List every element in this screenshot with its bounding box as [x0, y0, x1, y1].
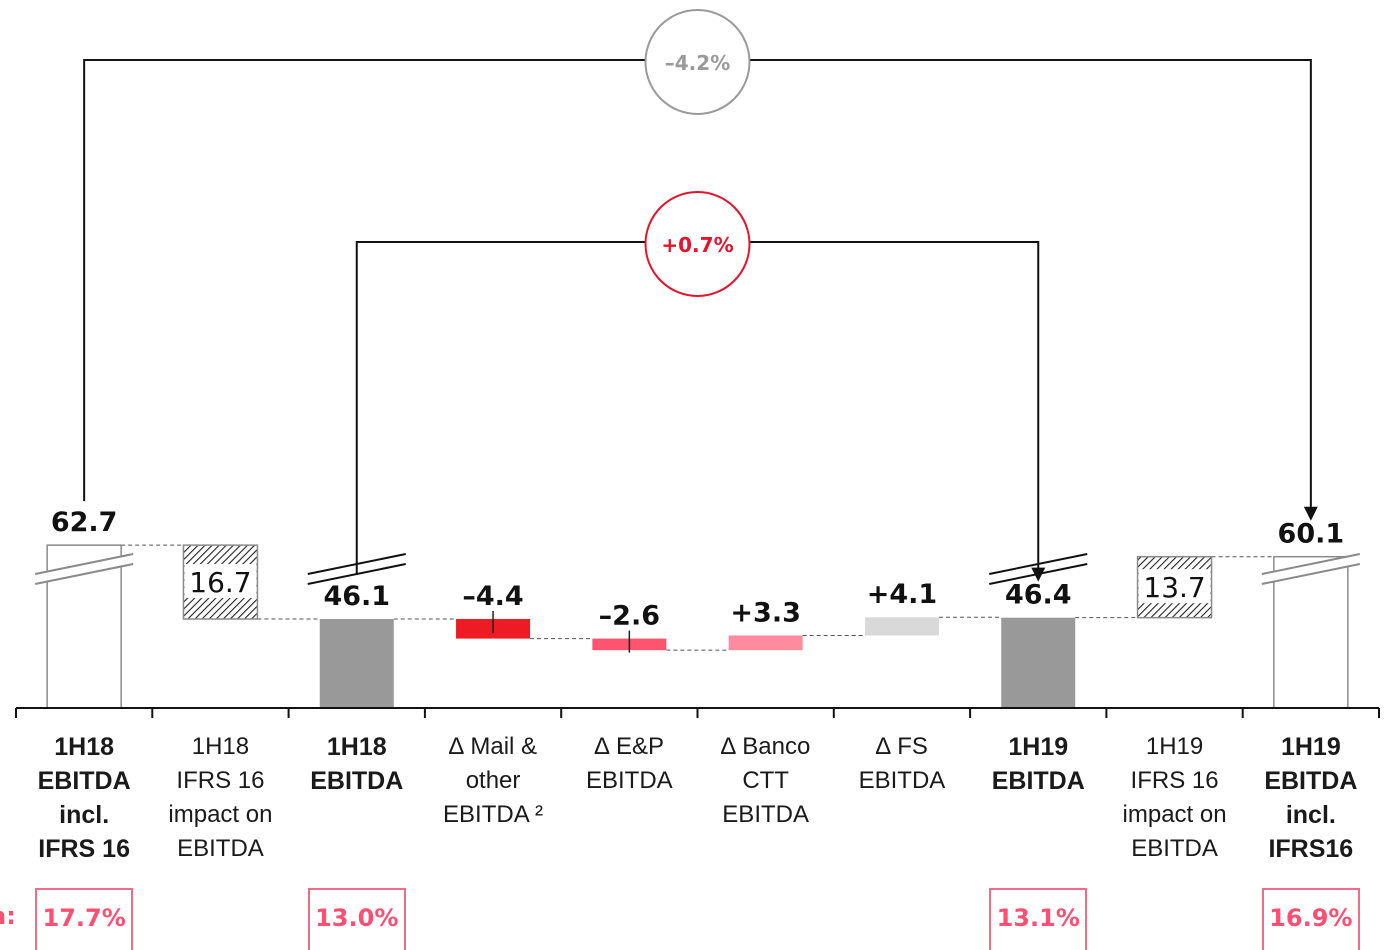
category-label-line: EBITDA	[858, 767, 946, 794]
category-label-line: 1H19	[1280, 733, 1341, 761]
annotation-label: +0.7%	[661, 233, 733, 257]
category-label-0: 1H18 EBITDA incl. IFRS 16	[16, 730, 152, 866]
category-label-line: other	[465, 767, 521, 794]
annotation-circle	[644, 9, 751, 115]
margin-row-label: a:	[0, 902, 16, 930]
category-label-line: ∆ Mail &	[449, 733, 538, 760]
ebitda-margin-box: 13.1%	[989, 888, 1088, 950]
value-label-1: 16.7	[189, 566, 251, 599]
ebitda-margin-box: 16.9%	[1261, 888, 1360, 950]
category-label-line: EBITDA	[991, 767, 1085, 795]
axis-break-0	[35, 554, 134, 584]
ebitda-margin-box: 17.7%	[35, 888, 134, 950]
category-label-2: 1H18 EBITDA	[289, 730, 425, 798]
category-label-1: 1H18 IFRS 16 impact on EBITDA	[152, 730, 288, 866]
value-label-9: 60.1	[1278, 519, 1345, 550]
axis-break-9	[1261, 554, 1360, 584]
bar-9	[1273, 555, 1349, 709]
category-label-line: impact on	[168, 801, 273, 828]
value-label-8: 13.7	[1143, 571, 1205, 604]
category-label-line: EBITDA	[586, 767, 673, 794]
category-label-line: 1H18	[54, 733, 115, 761]
value-label-3: –4.4	[462, 581, 523, 612]
category-label-line: EBITDA	[722, 801, 809, 828]
category-label-line: CTT	[742, 767, 789, 794]
ifrs-label-bg	[184, 564, 257, 599]
bar-7	[1001, 617, 1076, 708]
category-label-line: 1H19	[1145, 733, 1204, 760]
category-label-line: IFRS 16	[1130, 767, 1219, 794]
annotation-arrow	[1031, 567, 1046, 582]
axis-break-line	[1261, 563, 1361, 585]
value-label-7: 46.4	[1005, 580, 1072, 611]
category-label-line: EBITDA	[1131, 835, 1218, 862]
axis-break-line	[34, 553, 134, 575]
annotation-circle	[644, 191, 751, 297]
category-label-line: 1H18	[326, 733, 387, 761]
category-label-line: EBITDA ²	[443, 801, 544, 828]
category-label-7: 1H19 EBITDA	[970, 730, 1106, 798]
category-label-line: incl.	[1285, 801, 1336, 829]
category-label-line: ∆ E&P	[594, 733, 665, 760]
category-label-line: EBITDA	[177, 835, 264, 862]
category-label-line: IFRS 16	[38, 835, 130, 863]
annotation-arrow	[1303, 506, 1318, 521]
bar-5	[728, 635, 803, 651]
value-label-0: 62.7	[51, 507, 118, 538]
category-label-line: EBITDA	[37, 767, 131, 795]
category-label-line: incl.	[59, 801, 110, 829]
value-label-5: +3.3	[730, 597, 800, 628]
ebitda-margin-box: 13.0%	[307, 888, 406, 950]
category-label-5: ∆ Banco CTT EBITDA	[698, 730, 834, 832]
value-label-2: 46.1	[323, 581, 390, 612]
axis-break-line	[1261, 553, 1361, 575]
ifrs-label-bg	[1138, 569, 1211, 604]
category-label-line: 1H18	[191, 733, 250, 760]
category-label-line: 1H19	[1008, 733, 1069, 761]
category-label-line: ∆ Banco	[720, 733, 811, 760]
axis-break-line	[34, 563, 134, 585]
category-label-line: IFRS 16	[176, 767, 265, 794]
annotation-label: –4.2%	[665, 51, 730, 75]
value-label-4: –2.6	[599, 601, 660, 632]
category-label-9: 1H19 EBITDA incl. IFRS16	[1243, 730, 1379, 866]
value-label-6: +4.1	[867, 579, 937, 610]
bar-2	[319, 619, 394, 708]
category-label-8: 1H19 IFRS 16 impact on EBITDA	[1107, 730, 1243, 866]
category-label-line: IFRS16	[1268, 835, 1354, 863]
category-label-line: ∆ FS	[875, 733, 928, 760]
category-label-4: ∆ E&P EBITDA	[561, 730, 697, 798]
category-label-3: ∆ Mail & other EBITDA ²	[425, 730, 561, 832]
bar-6	[864, 617, 939, 636]
category-label-line: EBITDA	[1264, 767, 1358, 795]
category-label-6: ∆ FS EBITDA	[834, 730, 970, 798]
category-label-line: EBITDA	[310, 767, 404, 795]
category-label-line: impact on	[1122, 801, 1227, 828]
